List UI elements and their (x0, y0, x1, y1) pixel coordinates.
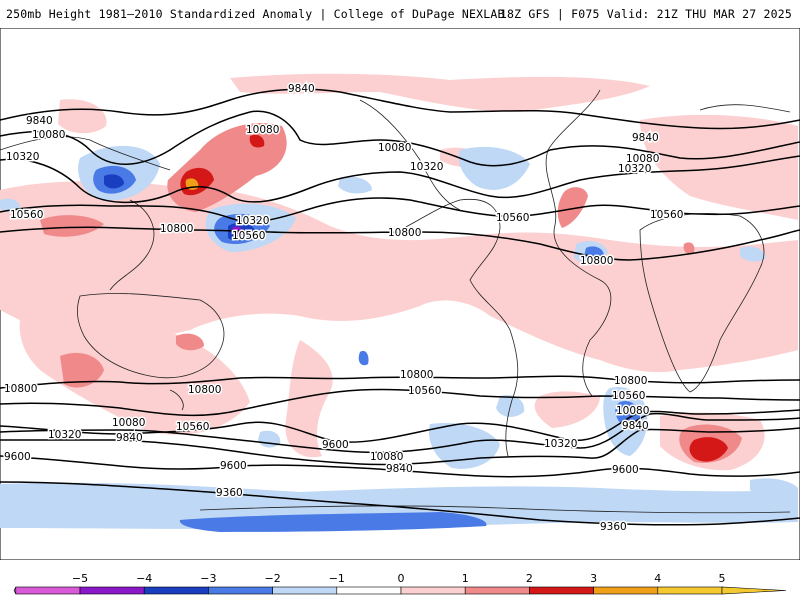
colorbar-bin (15, 586, 81, 595)
colorbar-tick-label: 3 (590, 572, 597, 585)
contour-label: 10560 (612, 390, 645, 402)
contour-10560-south (0, 388, 800, 417)
colorbar-tick-label: 4 (654, 572, 661, 585)
contour-label: 10080 (616, 405, 649, 417)
map-title: 250mb Height 1981–2010 Standardized Anom… (6, 7, 505, 21)
colorbar-svg: −5 −4 −3 −2 −1 0 1 2 3 4 5 (13, 572, 787, 595)
contour-label: 10080 (626, 153, 659, 165)
contour-label: 9360 (600, 521, 627, 533)
colorbar-bin (400, 586, 466, 595)
contour-labels: 9840 10080 10320 10560 10800 10080 10320… (3, 82, 685, 535)
contour-label: 9840 (386, 463, 413, 475)
contour-label: 9840 (116, 432, 143, 444)
contour-label: 10800 (388, 227, 421, 239)
contour-10320-south (0, 409, 800, 443)
contour-10800-south (0, 375, 800, 389)
contour-label: 10800 (580, 255, 613, 267)
contour-label: 10560 (408, 385, 441, 397)
contour-10800-north (0, 226, 800, 261)
colorbar-tick-label: −3 (200, 572, 216, 585)
map-panel[interactable]: 9840 10080 10320 10560 10800 10080 10320… (0, 28, 800, 560)
contour-label: 10080 (246, 124, 279, 136)
contour-label: 10800 (400, 369, 433, 381)
contour-label: 9840 (622, 420, 649, 432)
colorbar-tick-label: −4 (136, 572, 152, 585)
contour-10560-north (0, 197, 800, 223)
colorbar-tick-label: −5 (72, 572, 88, 585)
contour-9600-south (0, 455, 800, 478)
contour-label: 10080 (378, 142, 411, 154)
header: 250mb Height 1981–2010 Standardized Anom… (0, 0, 800, 28)
contour-label: 10800 (614, 375, 647, 387)
colorbar-bin (721, 586, 787, 595)
contour-label: 9840 (288, 83, 315, 95)
colorbar-bin (79, 586, 145, 595)
colorbar-tick-label: 1 (462, 572, 469, 585)
colorbar-bin (657, 586, 723, 595)
colorbar-bins (13, 586, 787, 595)
colorbar-tick-labels: −5 −4 −3 −2 −1 0 1 2 3 4 5 (72, 572, 726, 585)
contour-label: 10320 (6, 151, 39, 163)
colorbar: −5 −4 −3 −2 −1 0 1 2 3 4 5 (0, 568, 800, 600)
contour-label: 10320 (236, 215, 269, 227)
contour-label: 10560 (650, 209, 683, 221)
run-info: 18Z GFS | F075 Valid: 21Z THU MAR 27 202… (499, 7, 792, 21)
contour-label: 10800 (188, 384, 221, 396)
contour-9360-south (0, 481, 800, 526)
colorbar-tick-label: −1 (329, 572, 345, 585)
anomaly-map[interactable]: 9840 10080 10320 10560 10800 10080 10320… (0, 28, 800, 560)
colorbar-bin (208, 586, 273, 595)
colorbar-tick-label: 2 (526, 572, 533, 585)
colorbar-tick-label: −2 (264, 572, 280, 585)
height-contours (0, 88, 800, 526)
contour-label: 10800 (4, 383, 37, 395)
contour-label: 10800 (160, 223, 193, 235)
colorbar-bin (336, 586, 402, 595)
contour-label: 10320 (544, 438, 577, 450)
contour-label: 10320 (48, 429, 81, 441)
contour-label: 9600 (220, 460, 247, 472)
contour-label: 10080 (112, 417, 145, 429)
contour-label: 9840 (26, 115, 53, 127)
colorbar-bin (272, 586, 338, 595)
colorbar-bin (593, 586, 659, 595)
contour-label: 10320 (410, 161, 443, 173)
contour-9840-north (0, 88, 800, 130)
contour-label: 9600 (612, 464, 639, 476)
contour-10080-north (0, 110, 800, 167)
contour-9840-south (0, 427, 800, 466)
contour-10320-north (0, 155, 800, 204)
colorbar-tick-label: 5 (719, 572, 726, 585)
contour-10080-south (0, 412, 800, 454)
colorbar-bin (143, 586, 209, 595)
contour-label: 10560 (496, 212, 529, 224)
contour-label: 9600 (322, 439, 349, 451)
contour-label: 10560 (176, 421, 209, 433)
contour-label: 10320 (618, 163, 651, 175)
colorbar-bin (529, 586, 594, 595)
colorbar-tick-label: 0 (398, 572, 405, 585)
contour-label: 9840 (632, 132, 659, 144)
contour-label: 10560 (232, 230, 265, 242)
contour-label: 9600 (4, 451, 31, 463)
contour-label: 10080 (32, 129, 65, 141)
contour-label: 10560 (10, 209, 43, 221)
colorbar-bin (464, 586, 530, 595)
contour-label: 10080 (370, 451, 403, 463)
positive-anomaly-light (0, 73, 798, 471)
contour-label: 9360 (216, 487, 243, 499)
